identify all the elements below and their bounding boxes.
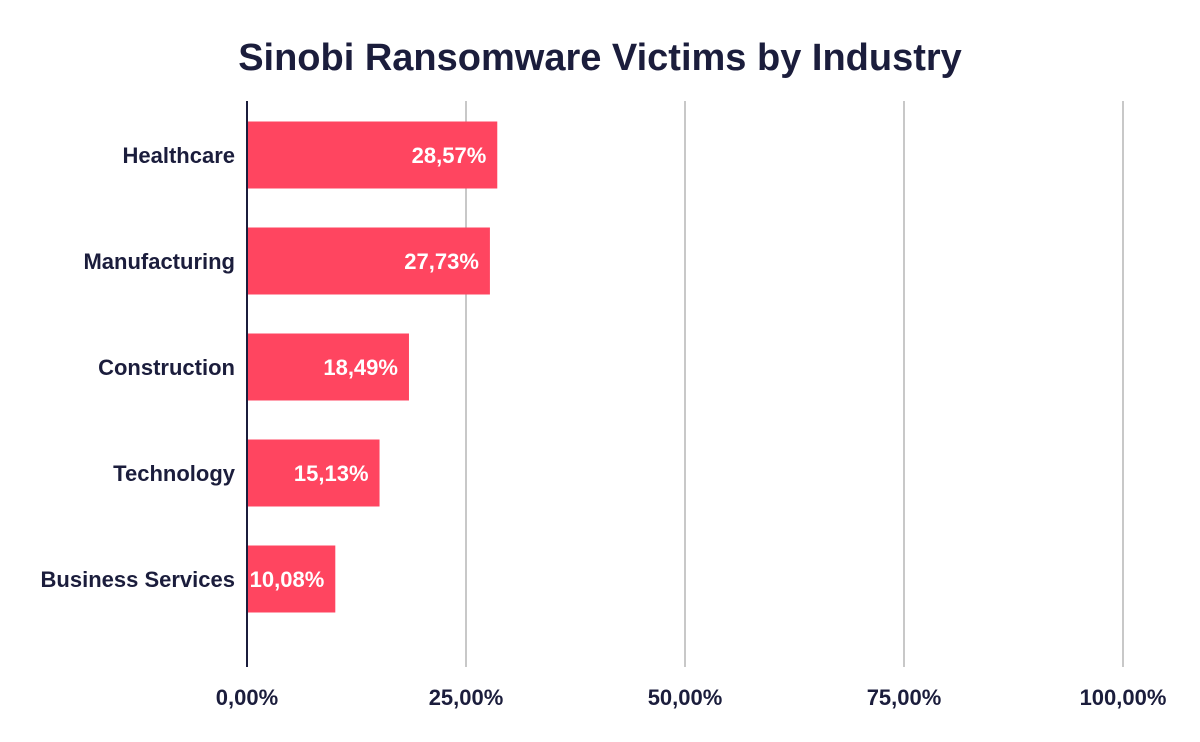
chart-title: Sinobi Ransomware Victims by Industry	[238, 37, 962, 79]
x-tick-label: 50,00%	[648, 685, 723, 710]
value-label: 10,08%	[250, 567, 325, 592]
value-label: 27,73%	[404, 249, 479, 274]
bar	[247, 439, 380, 507]
x-tick-label: 25,00%	[429, 685, 504, 710]
value-label: 28,57%	[412, 143, 487, 168]
bar	[247, 227, 490, 295]
labels: 0,00% 25,00% 50,00% 75,00% 100,00% Healthcare…	[41, 143, 1167, 710]
x-tick-label: 0,00%	[216, 685, 278, 710]
category-label: Healthcare	[122, 143, 235, 168]
bar	[247, 333, 409, 401]
bar	[247, 545, 336, 613]
category-label: Technology	[113, 461, 236, 486]
category-label: Manufacturing	[83, 249, 235, 274]
x-tick-label: 75,00%	[867, 685, 942, 710]
x-tick-label: 100,00%	[1080, 685, 1167, 710]
value-label: 15,13%	[294, 461, 369, 486]
bars	[247, 121, 498, 613]
bar	[247, 121, 498, 189]
category-label: Business Services	[41, 567, 235, 592]
category-label: Construction	[98, 355, 235, 380]
value-label: 18,49%	[323, 355, 398, 380]
gridlines	[465, 101, 1124, 667]
